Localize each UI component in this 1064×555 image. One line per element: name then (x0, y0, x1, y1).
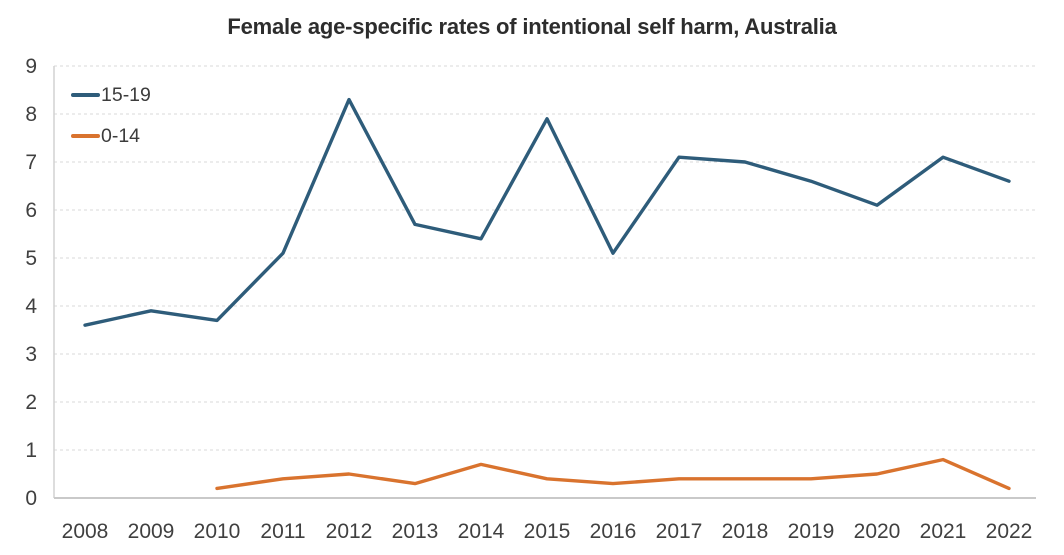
chart-legend: 15-19 0-14 (71, 84, 151, 166)
y-tick-label-3: 3 (25, 343, 37, 366)
legend-line-swatch-0-14 (71, 134, 100, 138)
y-tick-label-2: 2 (25, 391, 37, 414)
x-tick-label-2015: 2015 (524, 520, 571, 543)
legend-item-15-19: 15-19 (71, 84, 151, 106)
x-tick-label-2012: 2012 (326, 520, 373, 543)
y-tick-label-5: 5 (25, 247, 37, 270)
series-line-15-19 (83, 97, 1011, 327)
y-tick-label-4: 4 (25, 295, 37, 318)
legend-item-0-14: 0-14 (71, 125, 151, 147)
x-tick-label-2011: 2011 (260, 520, 305, 543)
y-tick-label-9: 9 (25, 55, 37, 78)
chart-title: Female age-specific rates of intentional… (227, 14, 837, 39)
legend-line-swatch-15-19 (71, 93, 100, 97)
x-tick-label-2022: 2022 (986, 520, 1033, 543)
x-tick-label-2013: 2013 (392, 520, 439, 543)
y-tick-label-1: 1 (25, 439, 37, 462)
legend-label-0-14: 0-14 (101, 125, 141, 147)
x-tick-label-2010: 2010 (194, 520, 241, 543)
legend-label-15-19: 15-19 (101, 84, 151, 106)
x-tick-label-2020: 2020 (854, 520, 901, 543)
x-tick-label-2009: 2009 (128, 520, 175, 543)
x-tick-label-2021: 2021 (920, 520, 967, 543)
x-tick-label-2008: 2008 (62, 520, 109, 543)
x-tick-label-2017: 2017 (656, 520, 703, 543)
x-tick-label-2014: 2014 (458, 520, 505, 543)
y-tick-label-6: 6 (25, 199, 37, 222)
x-tick-label-2019: 2019 (788, 520, 835, 543)
x-tick-label-2018: 2018 (722, 520, 769, 543)
series-line-0-14 (215, 457, 1011, 491)
x-tick-label-2016: 2016 (590, 520, 637, 543)
y-tick-label-7: 7 (25, 151, 37, 174)
y-tick-label-0: 0 (25, 487, 37, 510)
y-tick-label-8: 8 (25, 103, 37, 126)
